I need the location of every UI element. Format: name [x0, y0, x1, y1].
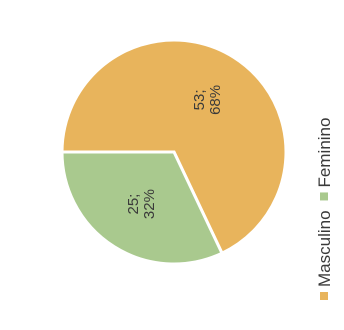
- data-label-percent: 32%: [141, 189, 158, 219]
- data-label-percent: 68%: [207, 85, 224, 115]
- pie-slice-masculino: [60, 38, 288, 256]
- data-label-masculino: 53;68%: [191, 85, 224, 115]
- legend-label-feminino: Feminino: [315, 118, 334, 188]
- legend-swatch-masculino: [320, 292, 328, 300]
- legend-swatch-feminino: [320, 192, 328, 201]
- pie-slice-feminino: [60, 150, 225, 266]
- data-label-value: 53;: [191, 89, 208, 110]
- data-label-feminino: 25;32%: [125, 189, 158, 219]
- legend: Masculino Feminino: [315, 118, 334, 300]
- pie-slices: [60, 38, 288, 266]
- legend-rotated: Masculino Feminino: [315, 118, 334, 300]
- legend-label-masculino: Masculino: [315, 210, 334, 287]
- pie-data-labels: 53;68% 25;32%: [125, 85, 224, 219]
- data-label-value: 25;: [125, 194, 142, 215]
